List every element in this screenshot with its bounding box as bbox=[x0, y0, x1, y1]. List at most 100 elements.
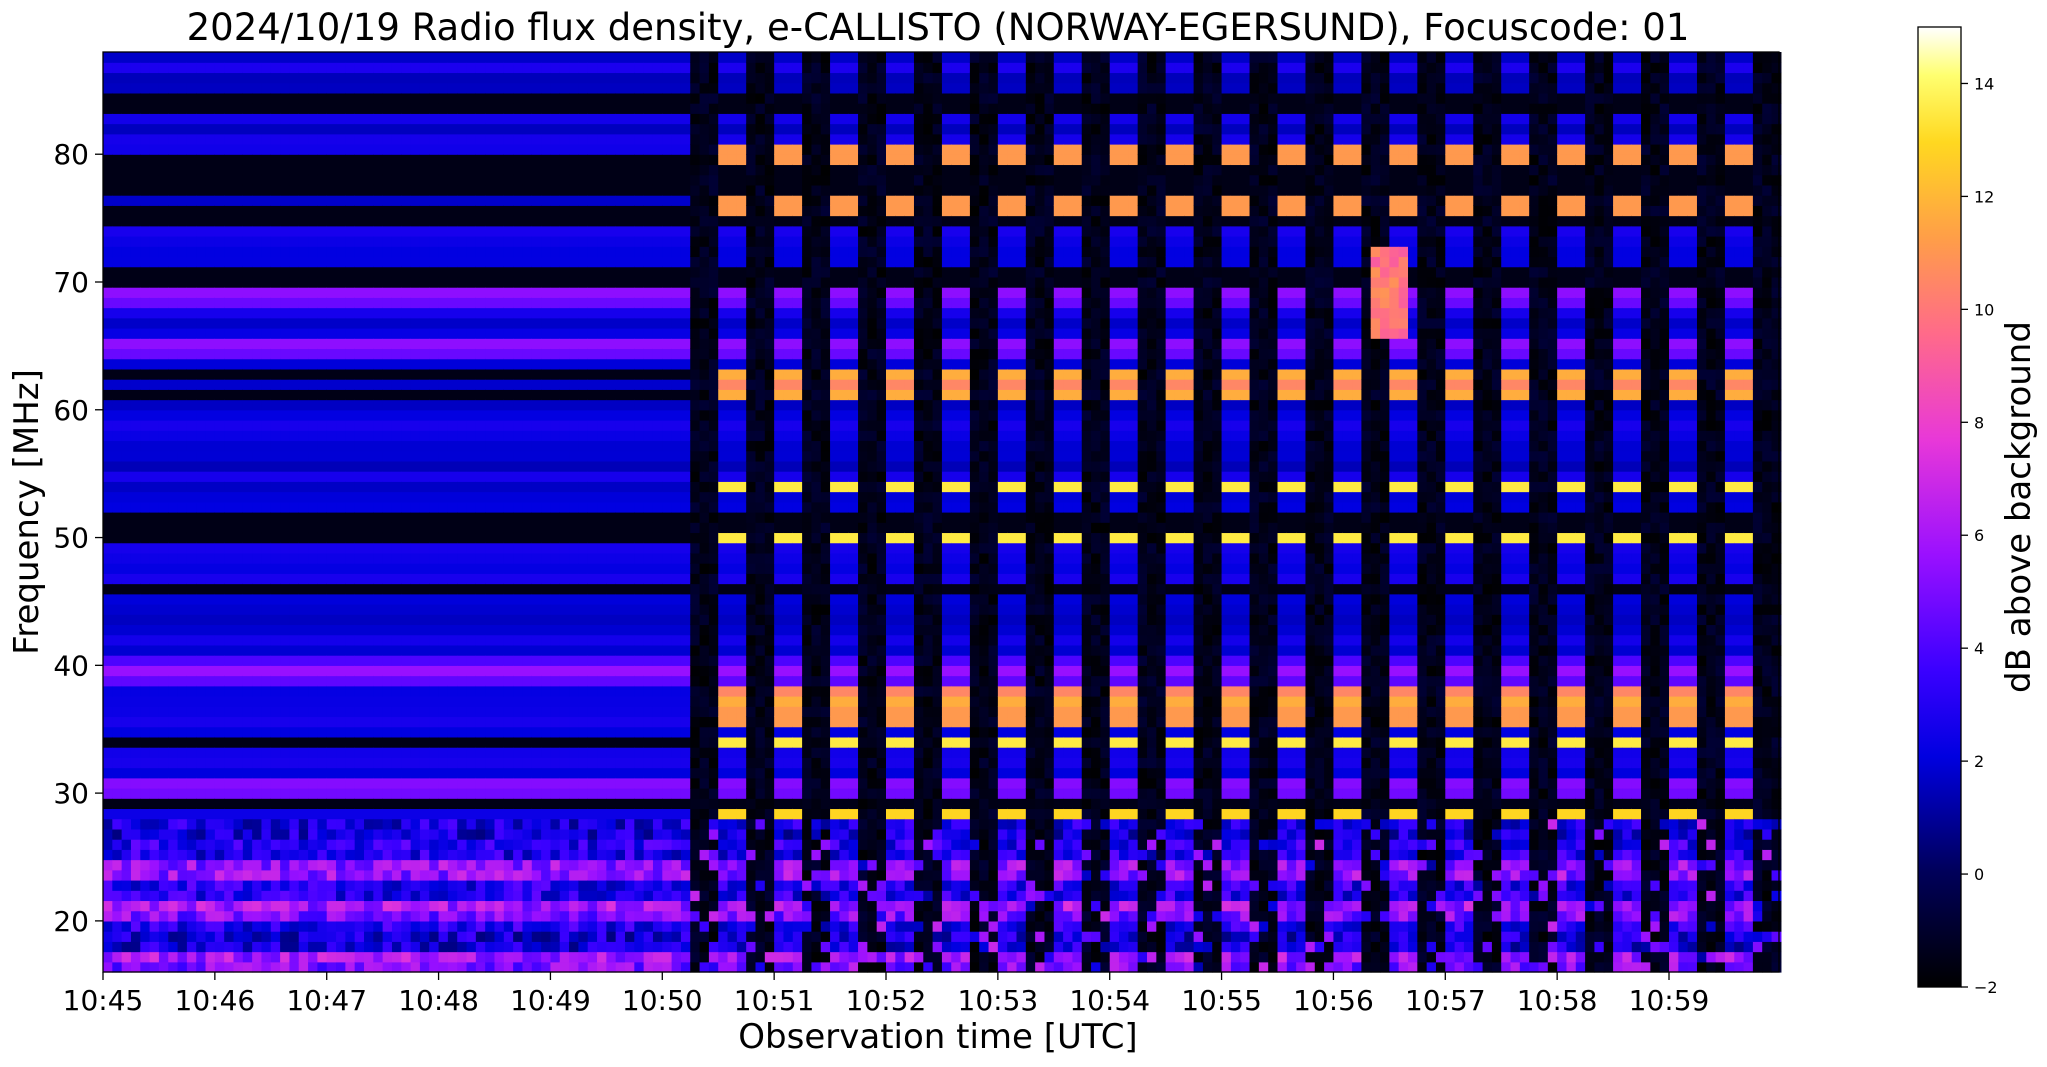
spectrogram-cell bbox=[186, 910, 197, 922]
spectrogram-cell bbox=[168, 522, 179, 534]
spectrogram-cell bbox=[289, 818, 300, 830]
spectrogram-cell bbox=[317, 215, 328, 227]
spectrogram-cell bbox=[419, 409, 430, 421]
spectrogram-cell bbox=[606, 471, 617, 482]
spectrogram-cell bbox=[345, 634, 356, 646]
spectrogram-cell bbox=[103, 317, 113, 329]
spectrogram-cell bbox=[336, 532, 346, 544]
spectrogram-cell bbox=[382, 910, 393, 922]
spectrogram-cell bbox=[597, 297, 607, 309]
spectrogram-cell bbox=[205, 174, 216, 186]
spectrogram-cell bbox=[168, 72, 179, 84]
spectrogram-cell bbox=[214, 491, 225, 503]
spectrogram-cell bbox=[438, 910, 449, 922]
spectrogram-cell bbox=[121, 941, 132, 953]
spectrogram-cell bbox=[140, 338, 151, 350]
spectrogram-cell bbox=[103, 736, 113, 748]
spectrogram-cell bbox=[326, 839, 337, 850]
spectrogram-cell bbox=[270, 542, 281, 554]
spectrogram-cell bbox=[475, 818, 486, 830]
spectrogram-cell bbox=[270, 276, 281, 288]
spectrogram-cell bbox=[457, 399, 468, 411]
spectrogram-cell bbox=[158, 501, 169, 513]
spectrogram-cell bbox=[559, 164, 570, 176]
spectrogram-cell bbox=[140, 450, 151, 462]
spectrogram-cell bbox=[438, 450, 449, 462]
spectrogram-cell bbox=[466, 920, 477, 932]
spectrogram-cell bbox=[224, 931, 235, 942]
spectrogram-cell bbox=[429, 736, 440, 748]
spectrogram-cell bbox=[382, 726, 393, 738]
spectrogram-cell bbox=[261, 481, 272, 493]
spectrogram-cell bbox=[308, 348, 318, 360]
spectrogram-cell bbox=[130, 716, 141, 728]
spectrogram-cell bbox=[298, 675, 309, 687]
spectrogram-cell bbox=[252, 593, 263, 605]
spectrogram-cell bbox=[336, 328, 346, 339]
spectrogram-cell bbox=[578, 593, 589, 605]
spectrogram-cell bbox=[457, 256, 468, 268]
spectrogram-cell bbox=[224, 317, 235, 329]
spectrogram-cell bbox=[140, 440, 151, 452]
spectrogram-cell bbox=[261, 317, 272, 329]
spectrogram-cell bbox=[364, 798, 374, 810]
spectrogram-cell bbox=[345, 552, 356, 564]
spectrogram-cell bbox=[569, 246, 579, 258]
spectrogram-cell bbox=[401, 920, 412, 932]
spectrogram-cell bbox=[364, 491, 374, 503]
spectrogram-cell bbox=[410, 777, 421, 789]
spectrogram-cell bbox=[569, 144, 579, 155]
spectrogram-cell bbox=[513, 736, 524, 748]
spectrogram-cell bbox=[252, 246, 263, 258]
spectrogram-cell bbox=[214, 788, 225, 799]
spectrogram-cell bbox=[429, 614, 440, 626]
spectrogram-cell bbox=[196, 287, 207, 298]
spectrogram-cell bbox=[559, 72, 570, 84]
spectrogram-cell bbox=[587, 941, 598, 953]
spectrogram-cell bbox=[252, 573, 263, 585]
spectrogram-cell bbox=[158, 195, 169, 206]
spectrogram-cell bbox=[475, 522, 486, 534]
spectrogram-cell bbox=[177, 460, 188, 472]
spectrogram-cell bbox=[140, 532, 151, 544]
spectrogram-cell bbox=[121, 604, 132, 615]
spectrogram-cell bbox=[550, 706, 561, 718]
spectrogram-cell bbox=[224, 696, 235, 707]
spectrogram-cell bbox=[587, 72, 598, 84]
spectrogram-cell bbox=[578, 859, 589, 871]
spectrogram-cell bbox=[513, 450, 524, 462]
spectrogram-cell bbox=[112, 900, 123, 912]
spectrogram-cell bbox=[438, 849, 449, 861]
spectrogram-cell bbox=[597, 634, 607, 646]
spectrogram-cell bbox=[317, 532, 328, 544]
spectrogram-cell bbox=[615, 675, 626, 687]
spectrogram-cell bbox=[382, 164, 393, 176]
spectrogram-cell bbox=[252, 788, 263, 799]
spectrogram-cell bbox=[177, 481, 188, 493]
spectrogram-cell bbox=[550, 512, 561, 523]
spectrogram-cell bbox=[354, 573, 365, 585]
spectrogram-cell bbox=[130, 82, 141, 94]
spectrogram-cell bbox=[186, 62, 197, 74]
spectrogram-cell bbox=[103, 164, 113, 176]
spectrogram-cell bbox=[382, 430, 393, 442]
spectrogram-cell bbox=[391, 542, 402, 554]
spectrogram-cell bbox=[177, 961, 188, 973]
spectrogram-cell bbox=[522, 164, 533, 176]
spectrogram-cell bbox=[280, 348, 291, 360]
spectrogram-cell bbox=[121, 644, 132, 656]
spectrogram-cell bbox=[308, 767, 318, 779]
spectrogram-cell bbox=[224, 583, 235, 595]
spectrogram-cell bbox=[317, 951, 328, 963]
spectrogram-cell bbox=[503, 195, 514, 206]
spectrogram-cell bbox=[298, 460, 309, 472]
spectrogram-cell bbox=[177, 910, 188, 922]
spectrogram-cell bbox=[308, 736, 318, 748]
spectrogram-cell bbox=[513, 573, 524, 585]
spectrogram-cell bbox=[112, 512, 123, 523]
spectrogram-cell bbox=[149, 62, 160, 74]
spectrogram-cell bbox=[336, 256, 346, 268]
spectrogram-cell bbox=[466, 379, 477, 390]
spectrogram-cell bbox=[438, 747, 449, 758]
spectrogram-cell bbox=[336, 379, 346, 390]
